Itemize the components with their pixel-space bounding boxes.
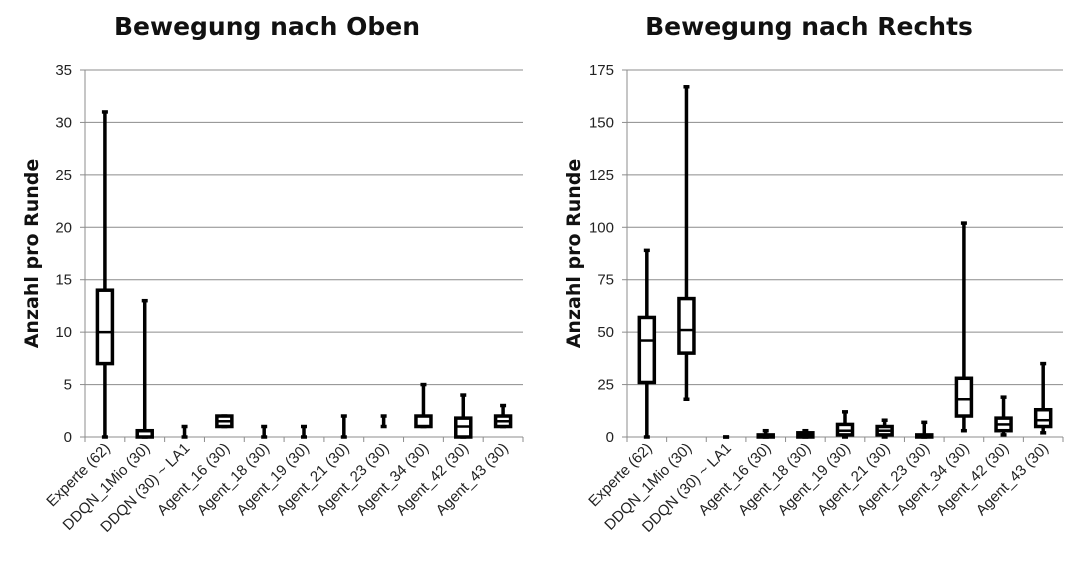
- box-2: [135, 298, 154, 439]
- chart-title-right: Bewegung nach Rechts: [645, 12, 973, 41]
- box-11: [1033, 361, 1053, 435]
- box-iqr: [677, 296, 696, 355]
- chart-title-left: Bewegung nach Oben: [113, 12, 421, 41]
- y-tick-label: 30: [55, 114, 72, 131]
- box-6: [301, 424, 307, 439]
- box-iqr: [1033, 407, 1053, 429]
- x-category-label: Agent_43 (30): [433, 440, 512, 519]
- box-3: [181, 424, 188, 439]
- box-iqr: [954, 376, 974, 418]
- box-7: [340, 414, 347, 439]
- box-8: [380, 414, 387, 429]
- y-tick-label: 20: [55, 219, 72, 236]
- box-7: [875, 418, 894, 439]
- y-tick-label: 100: [589, 219, 614, 236]
- box-10: [994, 395, 1013, 437]
- y-tick-label: 35: [55, 62, 72, 79]
- box-9: [414, 382, 433, 429]
- box-4: [756, 428, 775, 439]
- box-8: [915, 420, 934, 439]
- y-tick-label: 150: [589, 114, 614, 131]
- y-tick-label: 10: [55, 324, 72, 341]
- box-4: [215, 414, 234, 429]
- box-10: [454, 393, 473, 439]
- y-tick-label: 50: [597, 324, 614, 341]
- y-axis-label: Anzahl pro Runde: [563, 159, 585, 349]
- y-tick-label: 0: [64, 429, 72, 446]
- y-tick-label: 25: [55, 167, 72, 184]
- y-tick-label: 175: [589, 62, 614, 79]
- box-5: [796, 428, 815, 439]
- y-axis-label: Anzahl pro Runde: [21, 159, 43, 349]
- box-9: [954, 221, 974, 433]
- y-tick-label: 15: [55, 272, 72, 289]
- y-tick-label: 5: [64, 377, 72, 394]
- y-tick-label: 0: [606, 429, 614, 446]
- box-iqr: [95, 288, 115, 366]
- box-11: [493, 403, 513, 429]
- box-1: [95, 110, 115, 439]
- y-tick-label: 125: [589, 167, 614, 184]
- y-tick-label: 75: [597, 272, 614, 289]
- y-tick-label: 25: [597, 377, 614, 394]
- box-6: [835, 410, 855, 439]
- box-iqr: [637, 315, 657, 385]
- box-1: [637, 248, 657, 439]
- box-iqr: [414, 414, 433, 429]
- box-5: [261, 424, 268, 439]
- box-2: [677, 85, 696, 402]
